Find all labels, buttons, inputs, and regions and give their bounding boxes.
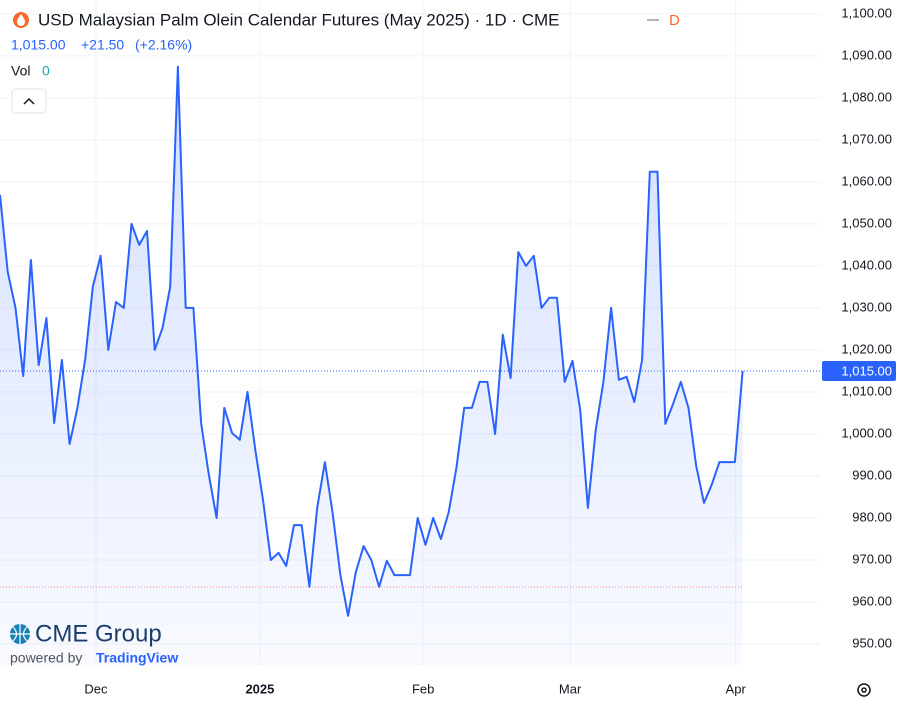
x-tick-label: Apr bbox=[726, 681, 747, 696]
y-tick-label: 1,080.00 bbox=[841, 89, 892, 104]
y-tick-label: 1,040.00 bbox=[841, 257, 892, 272]
y-tick-label: 1,010.00 bbox=[841, 383, 892, 398]
logo-globe-lines bbox=[10, 624, 30, 644]
collapse-icon bbox=[23, 97, 35, 105]
y-tick-label: 1,060.00 bbox=[841, 173, 892, 188]
collapse-button[interactable] bbox=[11, 88, 47, 114]
y-tick-label: 990.00 bbox=[852, 467, 892, 482]
chart-title: USD Malaysian Palm Olein Calendar Future… bbox=[38, 10, 560, 29]
volume-label: Vol bbox=[11, 63, 30, 79]
price-tag-label: 1,015.00 bbox=[841, 363, 892, 378]
logo-provider: TradingView bbox=[96, 650, 178, 666]
volume-value: 0 bbox=[42, 63, 50, 79]
y-tick-label: 970.00 bbox=[852, 551, 892, 566]
area-fill bbox=[0, 66, 743, 666]
price-line bbox=[0, 65, 744, 617]
price-tag bbox=[822, 360, 896, 381]
y-tick-label: 1,020.00 bbox=[841, 341, 892, 356]
x-tick-label: Dec bbox=[84, 681, 108, 696]
plot-area bbox=[0, 0, 820, 666]
y-tick-label: 1,070.00 bbox=[841, 131, 892, 146]
interval-badge: D bbox=[669, 12, 680, 29]
settings-icon-center bbox=[861, 687, 867, 693]
quote-price: 1,015.00 bbox=[11, 37, 66, 53]
y-tick-label: 960.00 bbox=[852, 593, 892, 608]
y-tick-label: 1,000.00 bbox=[841, 425, 892, 440]
quote-change-pct: (+2.16%) bbox=[135, 37, 192, 53]
settings-icon[interactable] bbox=[857, 683, 871, 697]
logo-brand: CME Group bbox=[35, 620, 162, 647]
drop-icon bbox=[17, 14, 25, 26]
y-tick-label: 980.00 bbox=[852, 509, 892, 524]
y-tick-label: 1,050.00 bbox=[841, 215, 892, 230]
y-tick-label: 1,030.00 bbox=[841, 299, 892, 314]
x-tick-label: Feb bbox=[412, 681, 434, 696]
y-tick-label: 1,100.00 bbox=[841, 5, 892, 20]
quote-change: +21.50 bbox=[81, 37, 124, 53]
y-tick-label: 1,090.00 bbox=[841, 47, 892, 62]
x-tick-label: 2025 bbox=[245, 681, 274, 696]
y-tick-label: 950.00 bbox=[852, 635, 892, 650]
x-tick-label: Mar bbox=[559, 681, 582, 696]
logo-powered: powered by bbox=[10, 650, 82, 666]
